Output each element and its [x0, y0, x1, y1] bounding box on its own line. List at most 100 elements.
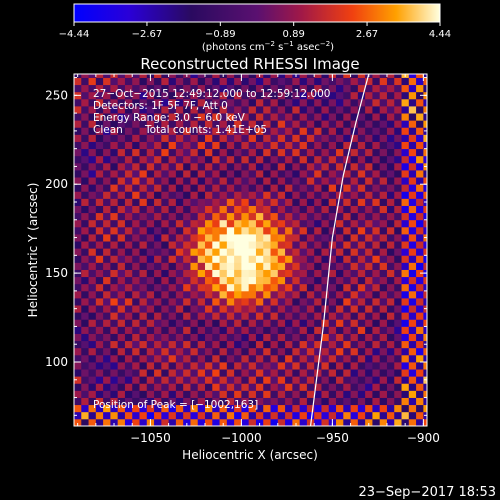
heatmap-cell [248, 255, 257, 263]
heatmap-cell [408, 234, 417, 242]
heatmap-cell [394, 77, 402, 86]
heatmap-cell [401, 305, 410, 313]
heatmap-cell [212, 283, 220, 292]
heatmap-cell [423, 397, 427, 406]
heatmap-cell [190, 198, 199, 206]
heatmap-cell [197, 283, 206, 292]
heatmap-cell [110, 177, 119, 185]
heatmap-cell [241, 184, 250, 192]
heatmap-cell [277, 369, 286, 377]
heatmap-cell [408, 120, 417, 128]
heatmap-cell [328, 354, 337, 363]
heatmap-cell [285, 84, 293, 93]
heatmap-cell [110, 376, 119, 384]
heatmap-cell [350, 134, 359, 142]
heatmap-cell [132, 397, 140, 406]
heatmap-cell [255, 198, 264, 206]
heatmap-cell [183, 98, 191, 107]
heatmap-cell [124, 177, 133, 185]
heatmap-cell [146, 170, 155, 178]
heatmap-cell [168, 170, 177, 178]
heatmap-cell [357, 198, 366, 206]
heatmap-cell [95, 354, 104, 363]
heatmap-cell [81, 418, 89, 426]
annotation-peak-position: Position of Peak = [−1002,163] [93, 399, 258, 411]
heatmap-cell [95, 77, 104, 86]
heatmap-cell [306, 184, 315, 192]
heatmap-cell [394, 191, 402, 199]
heatmap-cell [248, 106, 257, 114]
heatmap-cell [212, 212, 220, 221]
heatmap-cell [132, 84, 140, 93]
heatmap-cell [292, 84, 301, 93]
heatmap-cell [139, 312, 148, 320]
heatmap-cell [81, 162, 89, 171]
heatmap-cell [124, 290, 133, 299]
heatmap-cell [386, 148, 395, 157]
heatmap-cell [154, 162, 162, 171]
heatmap-cell [190, 354, 199, 363]
heatmap-cell [263, 234, 271, 242]
heatmap-cell [197, 390, 206, 398]
heatmap-cell [416, 326, 424, 334]
heatmap-cell [88, 205, 97, 214]
heatmap-cell [146, 134, 155, 142]
heatmap-cell [306, 91, 315, 100]
heatmap-cell [212, 276, 220, 285]
heatmap-cell [401, 276, 410, 285]
heatmap-cell [124, 411, 133, 420]
heatmap-cell [314, 369, 322, 377]
heatmap-cell [95, 120, 104, 128]
heatmap-cell [386, 226, 395, 235]
heatmap-cell [154, 397, 162, 406]
heatmap-cell [168, 390, 177, 398]
heatmap-cell [321, 319, 330, 327]
heatmap-cell [132, 74, 140, 78]
heatmap-cell [132, 98, 140, 107]
heatmap-cell [394, 312, 402, 320]
heatmap-cell [175, 77, 184, 86]
heatmap-cell [299, 369, 308, 377]
heatmap-cell [285, 340, 293, 349]
heatmap-cell [379, 269, 388, 278]
heatmap-cell [212, 113, 220, 121]
heatmap-cell [255, 312, 264, 320]
heatmap-cell [263, 319, 271, 327]
heatmap-cell [285, 234, 293, 242]
heatmap-cell [263, 91, 271, 100]
heatmap-cell [139, 177, 148, 185]
heatmap-cell [401, 369, 410, 377]
heatmap-cell [168, 383, 177, 391]
heatmap-cell [299, 390, 308, 398]
heatmap-cell [146, 98, 155, 107]
heatmap-cell [299, 127, 308, 135]
heatmap-cell [292, 333, 301, 342]
heatmap-cell [124, 383, 133, 391]
heatmap-cell [423, 312, 427, 320]
heatmap-cell [350, 113, 359, 121]
heatmap-cell [74, 404, 82, 413]
heatmap-cell [132, 376, 140, 384]
heatmap-cell [226, 98, 235, 107]
heatmap-cell [336, 347, 344, 356]
heatmap-cell [219, 362, 228, 370]
heatmap-cell [74, 383, 82, 391]
heatmap-cell [416, 234, 424, 242]
heatmap-cell [379, 255, 388, 263]
heatmap-cell [248, 418, 257, 426]
heatmap-cell [205, 283, 213, 292]
heatmap-cell [234, 362, 242, 370]
heatmap-cell [270, 369, 279, 377]
heatmap-cell [336, 162, 344, 171]
heatmap-cell [277, 411, 286, 420]
heatmap-cell [241, 191, 250, 199]
heatmap-cell [175, 148, 184, 157]
heatmap-cell [350, 418, 359, 426]
heatmap-cell [365, 326, 373, 334]
heatmap-cell [350, 397, 359, 406]
heatmap-cell [386, 162, 395, 171]
heatmap-cell [386, 312, 395, 320]
heatmap-cell [226, 319, 235, 327]
heatmap-cell [146, 127, 155, 135]
heatmap-cell [197, 333, 206, 342]
